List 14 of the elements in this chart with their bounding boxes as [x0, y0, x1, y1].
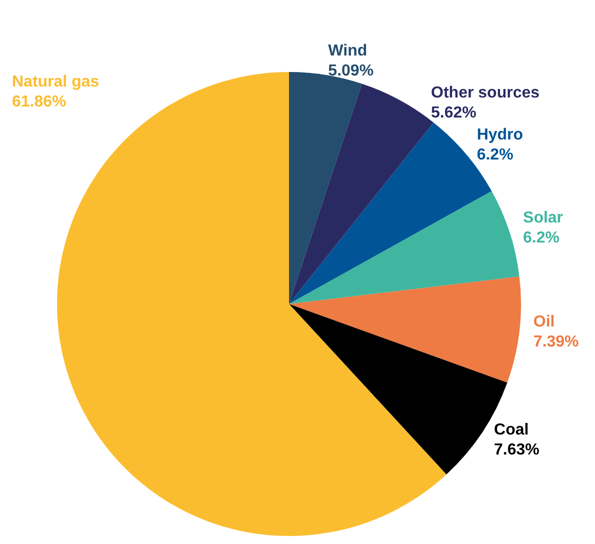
slice-label: Wind — [328, 42, 368, 60]
data-label: 6.2% — [523, 230, 560, 247]
data-label: 6.2% — [476, 146, 514, 164]
slice-label: Other sources — [431, 84, 540, 102]
data-label: 7.39% — [533, 333, 579, 350]
slice-label: Coal — [494, 421, 529, 438]
slice-label: Solar — [523, 210, 564, 227]
data-label: 61.86% — [12, 94, 66, 110]
slice-label: Oil — [533, 313, 555, 330]
data-label: 5.62% — [431, 104, 476, 122]
slice-label: Hydro — [476, 126, 524, 144]
data-label: 7.63% — [494, 441, 540, 458]
data-label: 5.09% — [328, 62, 374, 80]
slice-label: Natural gas — [12, 74, 100, 90]
